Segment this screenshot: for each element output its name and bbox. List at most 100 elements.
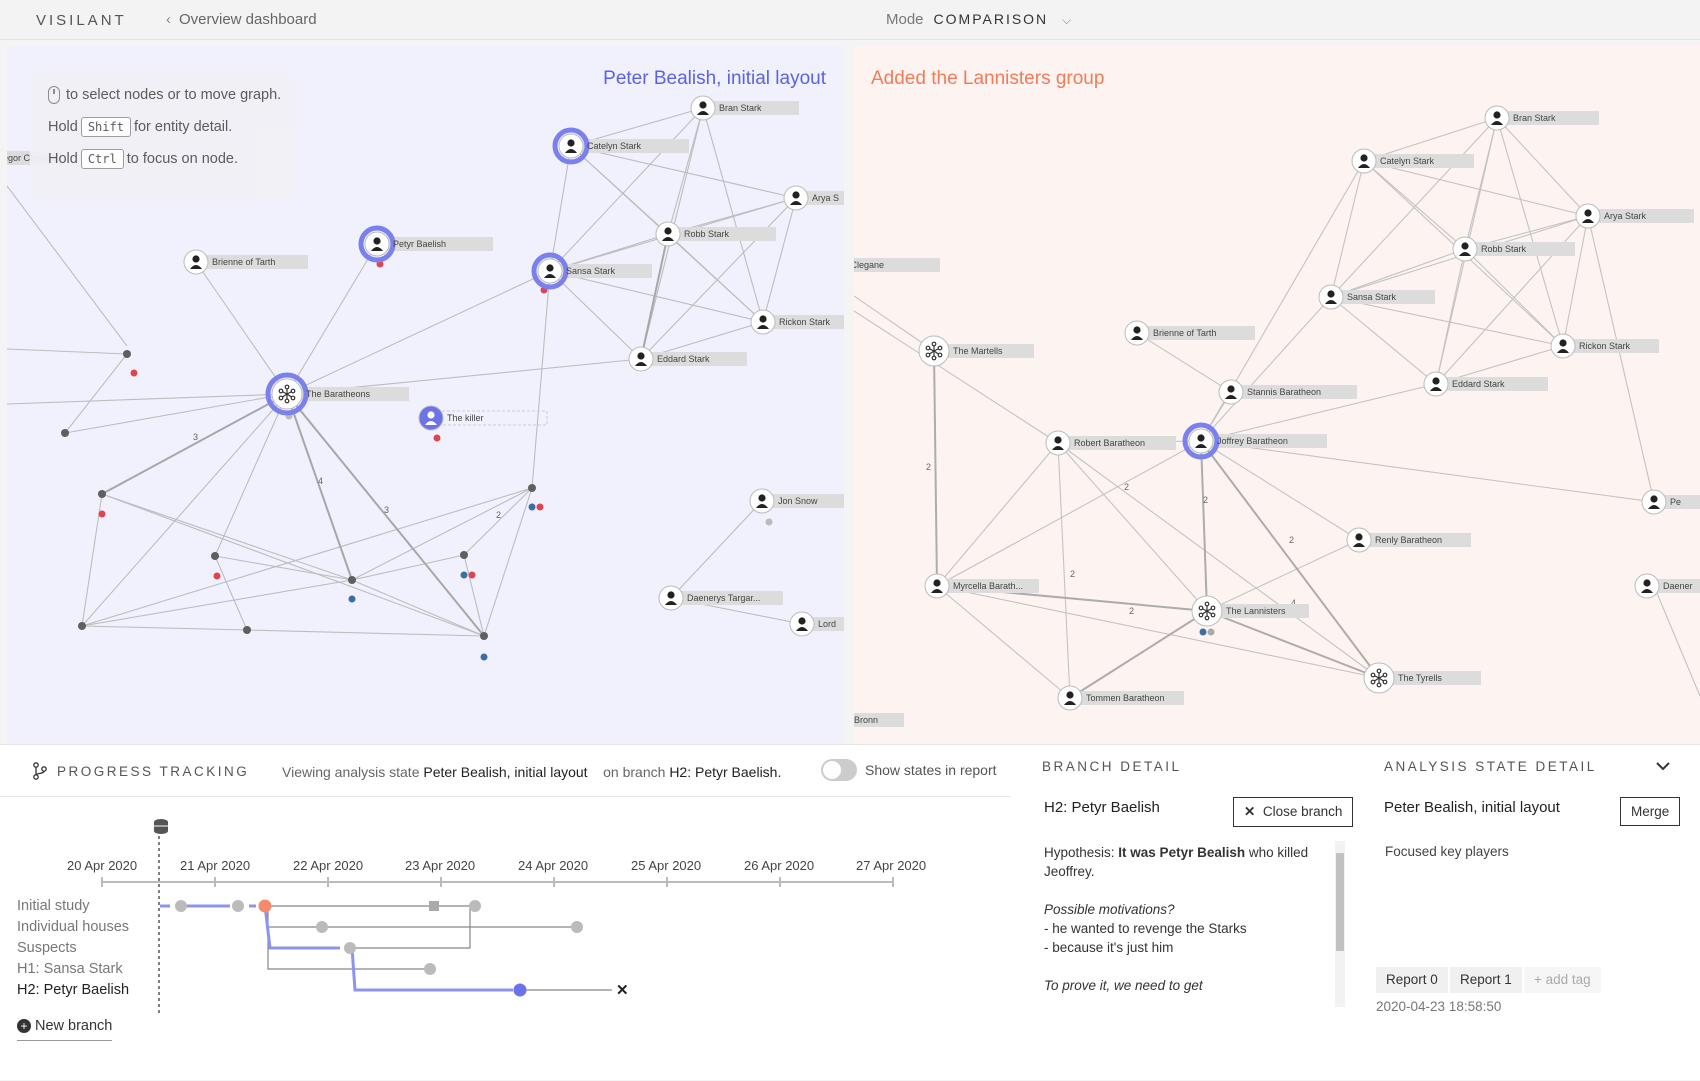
node-label-bg (677, 591, 783, 605)
tag-report-1[interactable]: Report 1 (1450, 967, 1522, 993)
graph-node[interactable]: Eddard Stark (628, 346, 747, 372)
graph-node[interactable]: The Martells (918, 335, 1034, 367)
close-branch-button[interactable]: ✕ Close branch (1233, 797, 1354, 827)
graph-node[interactable]: Brienne of Tarth (183, 249, 308, 275)
state-dot[interactable] (175, 900, 187, 912)
branch-description[interactable]: Hypothesis: It was Petyr Bealish who kil… (1044, 843, 1314, 993)
branch-h2-petyr[interactable]: H2: Petyr Baelish (17, 982, 130, 998)
left-graph-panel[interactable]: 3 4 3 2 Bran Stark Catelyn Stark Arya S Pet… (7, 46, 844, 746)
node-label-bg (1503, 111, 1599, 125)
graph-node[interactable]: Jon Snow (749, 488, 844, 514)
state-dot[interactable] (571, 921, 583, 933)
state-dot[interactable] (424, 963, 436, 975)
state-dot-selected[interactable] (513, 983, 527, 997)
back-link-label: Overview dashboard (179, 11, 317, 28)
timeline-canvas[interactable]: ✕ (0, 798, 1010, 1081)
edge-label: 2 (1070, 569, 1075, 579)
merge-button[interactable]: Merge (1620, 797, 1681, 826)
branch-suspects[interactable]: Suspects (17, 940, 77, 956)
add-tag-button[interactable]: + add tag (1524, 967, 1601, 993)
branch-initial-study[interactable]: Initial study (17, 898, 90, 914)
minor-node[interactable] (243, 626, 251, 634)
state-dot[interactable] (232, 900, 244, 912)
graph-node[interactable]: Joffrey Baratheon (1182, 422, 1327, 460)
graph-node[interactable]: Catelyn Stark (552, 127, 689, 165)
node-label-bg (808, 617, 844, 631)
branch-individual-houses[interactable]: Individual houses (17, 919, 130, 935)
graph-node[interactable]: Tommen Baratheon (1057, 685, 1184, 711)
minor-node[interactable] (460, 551, 468, 559)
tag-report-0[interactable]: Report 0 (1376, 967, 1448, 993)
graph-node[interactable]: Bran Stark (690, 95, 799, 121)
date-label: 23 Apr 2020 (405, 858, 476, 873)
graph-node[interactable]: Rickon Stark (1550, 333, 1659, 359)
minor-node[interactable] (98, 490, 106, 498)
graph-node[interactable]: The Baratheons (265, 372, 409, 416)
graph-node[interactable]: Stannis Baratheon (1218, 379, 1357, 405)
graph-node[interactable]: Eddard Stark (1423, 371, 1548, 397)
analysis-state-detail-panel: ANALYSIS STATE DETAIL Peter Bealish, ini… (1366, 745, 1700, 1081)
report-icon[interactable] (429, 901, 439, 911)
graph-node[interactable]: Arya Stark (1575, 203, 1694, 229)
state-dot[interactable] (469, 900, 481, 912)
state-dot[interactable] (344, 942, 356, 954)
graph-node[interactable]: Robert Baratheon (1045, 430, 1176, 456)
graph-node[interactable]: Renly Baratheon (1346, 527, 1471, 553)
help-line: for entity detail. (133, 119, 233, 135)
edge-label: 2 (1124, 482, 1129, 492)
right-graph-canvas[interactable]: 2 2 2 2 2 2 4 Bran Stark Catelyn Stark Ary… (854, 46, 1700, 746)
graph-node[interactable]: Pe (1641, 489, 1700, 515)
node-label-bg (1213, 604, 1309, 618)
state-dot[interactable] (316, 921, 328, 933)
scrollbar[interactable] (1335, 841, 1345, 1007)
graph-node[interactable]: Arya S (783, 185, 844, 211)
graph-node[interactable]: Rickon Stark (750, 309, 844, 335)
graph-node[interactable]: Brienne of Tarth (1124, 320, 1255, 346)
scrollbar-thumb[interactable] (1336, 853, 1344, 951)
close-icon[interactable]: ✕ (616, 982, 629, 999)
new-branch-button[interactable]: + New branch (17, 1018, 113, 1041)
timeline[interactable]: ✕ 20 Apr 2020 21 Apr 2020 22 Apr 2020 23… (0, 798, 1010, 1081)
minor-node[interactable] (211, 552, 219, 560)
branch-h1-sansa[interactable]: H1: Sansa Stark (17, 961, 123, 977)
graph-node[interactable]: The Tyrells (1363, 662, 1481, 694)
graph-node[interactable]: Daener (1634, 573, 1700, 599)
minor-node[interactable] (61, 429, 69, 437)
graph-node[interactable]: Bran Stark (1484, 105, 1599, 131)
node-label: Bran Stark (719, 103, 762, 113)
graph-node[interactable]: Lord (789, 611, 844, 637)
right-graph-panel[interactable]: 2 2 2 2 2 2 4 Bran Stark Catelyn Stark Ary… (854, 46, 1700, 746)
graph-node[interactable]: Sansa Stark (1318, 284, 1435, 310)
graph-node[interactable]: egor Clegane (854, 253, 940, 277)
minor-node[interactable] (528, 484, 536, 492)
graph-node[interactable]: Bronn (854, 708, 904, 732)
minor-node[interactable] (348, 576, 356, 584)
state-note[interactable]: Focused key players (1385, 844, 1509, 859)
graph-node[interactable]: The killer (418, 405, 548, 431)
back-link[interactable]: ‹ Overview dashboard (166, 11, 317, 28)
date-label: 20 Apr 2020 (67, 858, 138, 873)
state-dot-current[interactable] (258, 899, 272, 913)
graph-node[interactable]: Myrcella Barath... (924, 573, 1039, 599)
left-graph-canvas[interactable]: 3 4 3 2 Bran Stark Catelyn Stark Arya S Pet… (7, 46, 844, 746)
graph-node[interactable]: The Lannisters (1191, 595, 1309, 627)
graph-node[interactable]: Catelyn Stark (1351, 148, 1474, 174)
chevron-down-icon[interactable] (1656, 761, 1670, 771)
analysis-state-detail-label: ANALYSIS STATE DETAIL (1384, 759, 1597, 774)
minor-node[interactable] (480, 632, 488, 640)
node-label-bg (556, 264, 652, 278)
minor-node[interactable] (123, 350, 131, 358)
graph-node[interactable]: Robb Stark (1452, 236, 1575, 262)
show-states-toggle[interactable] (821, 759, 857, 781)
graph-node[interactable]: Sansa Stark (531, 252, 652, 290)
node-label: Petyr Baelish (393, 239, 446, 249)
node-label-bg (1064, 436, 1176, 450)
graph-node[interactable]: Daenerys Targar... (658, 585, 783, 611)
mode-selector[interactable]: Mode COMPARISON ⌵ (886, 11, 1071, 28)
node-label: Arya S (812, 193, 839, 203)
node-label: Brienne of Tarth (212, 257, 275, 267)
edge-label: 4 (318, 476, 323, 486)
graph-node[interactable]: Robb Stark (655, 221, 776, 247)
minor-node[interactable] (78, 622, 86, 630)
graph-node[interactable]: Petyr Baelish (358, 225, 493, 263)
